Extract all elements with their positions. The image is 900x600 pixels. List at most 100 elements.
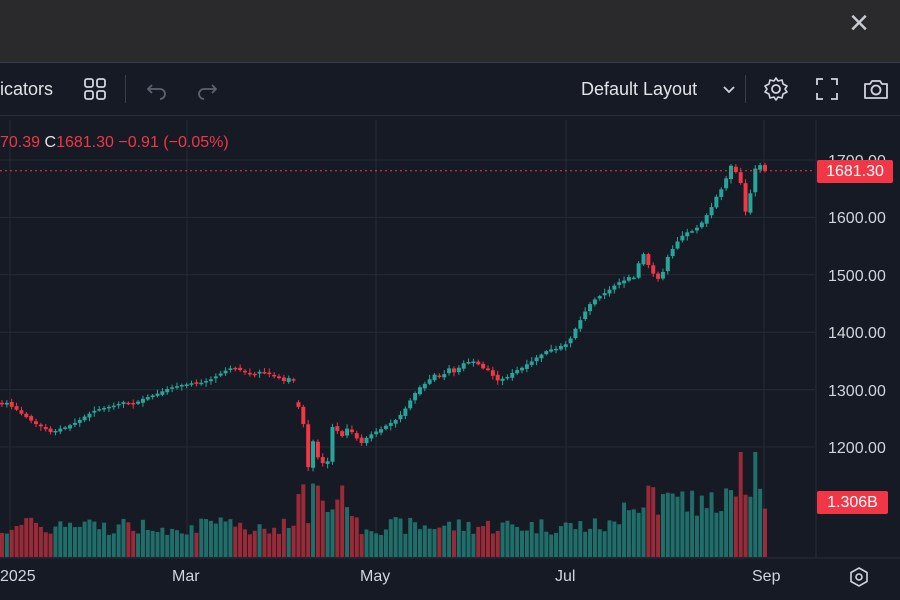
candle-body: [583, 311, 588, 320]
candle-body: [267, 372, 272, 375]
chevron-down-icon[interactable]: [715, 75, 743, 103]
candle-body: [364, 437, 369, 444]
volume-bar: [315, 485, 320, 557]
window-title-bar: ×: [0, 0, 900, 63]
candle-body: [563, 344, 568, 348]
volume-bar: [432, 529, 437, 557]
volume-bar: [670, 493, 675, 557]
volume-bar: [413, 522, 418, 557]
candle-body: [646, 254, 651, 266]
candle-body: [743, 183, 748, 212]
volume-bar: [189, 525, 194, 557]
candle-body: [442, 374, 447, 378]
volume-bar: [709, 492, 714, 557]
candle-body: [281, 377, 286, 381]
volume-bar: [481, 526, 486, 557]
close-icon[interactable]: ×: [849, 4, 869, 42]
volume-bar: [19, 524, 24, 557]
candle-body: [758, 165, 763, 170]
volume-bar: [14, 526, 19, 557]
volume-bar: [588, 528, 593, 557]
candle-body: [568, 338, 573, 344]
candle-body: [558, 345, 563, 350]
volume-bar: [374, 533, 379, 557]
camera-icon[interactable]: [862, 75, 890, 103]
volume-bar: [233, 526, 238, 557]
candle-body: [588, 304, 593, 312]
layout-selector[interactable]: Default Layout: [581, 79, 698, 99]
candle-body: [160, 391, 165, 395]
volume-bar: [301, 484, 306, 557]
candle-body: [670, 248, 675, 257]
volume-bar: [165, 534, 170, 557]
volume-bar: [583, 531, 588, 557]
indicators-button[interactable]: icators: [0, 79, 54, 99]
candle-body: [97, 409, 102, 411]
candle-body: [520, 367, 525, 371]
candle-body: [213, 376, 218, 379]
candle-body: [204, 380, 209, 383]
volume-bar: [515, 526, 520, 557]
candle-body: [738, 172, 743, 183]
templates-grid-icon[interactable]: [81, 75, 109, 103]
candle-body: [48, 428, 53, 433]
undo-icon[interactable]: [143, 75, 171, 103]
volume-bar: [763, 508, 767, 557]
volume-bar: [646, 485, 651, 557]
volume-bar: [272, 527, 277, 557]
volume-bar: [92, 521, 97, 557]
candle-body: [145, 397, 150, 400]
volume-bar: [34, 522, 39, 557]
time-tick: 2025: [0, 568, 36, 585]
axis-settings-icon[interactable]: [848, 566, 870, 588]
volume-bar: [267, 533, 272, 557]
volume-bar: [281, 518, 286, 557]
toolbar-divider: [125, 75, 126, 103]
gear-icon[interactable]: [762, 75, 790, 103]
candle-body: [170, 387, 175, 389]
volume-bar: [369, 531, 374, 557]
candle-body: [733, 166, 738, 173]
volume-bar: [558, 526, 563, 557]
volume-bar: [174, 530, 179, 557]
volume-bar: [607, 520, 612, 557]
volume-bar: [121, 518, 126, 557]
candle-body: [335, 426, 340, 431]
volume-bar: [262, 528, 267, 557]
volume-bar: [427, 528, 432, 557]
candle-body: [505, 376, 510, 379]
candle-body: [461, 363, 466, 369]
price-tick: 1200.00: [828, 440, 886, 457]
volume-bar: [170, 528, 175, 557]
volume-bar: [704, 508, 709, 557]
volume-bar: [145, 529, 150, 557]
redo-icon[interactable]: [193, 75, 221, 103]
volume-bar: [539, 519, 544, 557]
volume-bar: [694, 515, 699, 557]
volume-bar: [140, 519, 145, 557]
candle-body: [325, 461, 330, 464]
candle-body: [82, 416, 87, 421]
volume-bar: [126, 522, 131, 557]
volume-bar: [442, 525, 447, 557]
volume-bar: [534, 533, 539, 557]
volume-bar: [685, 511, 690, 557]
volume-bar: [714, 512, 719, 557]
volume-bar: [359, 534, 364, 557]
volume-bar: [364, 529, 369, 557]
volume-bar: [636, 512, 641, 557]
volume-bar: [345, 507, 350, 557]
candle-body: [247, 372, 252, 375]
chart-toolbar: icators Default Layout: [0, 63, 900, 116]
candle-body: [345, 428, 350, 436]
candle-body: [422, 383, 427, 389]
candle-body: [680, 235, 685, 241]
candle-body: [218, 373, 223, 376]
candle-body: [126, 402, 131, 405]
time-tick: Mar: [172, 568, 200, 585]
candle-body: [529, 361, 534, 365]
fullscreen-icon[interactable]: [813, 75, 841, 103]
candle-body: [315, 441, 320, 458]
volume-bar: [136, 533, 141, 557]
